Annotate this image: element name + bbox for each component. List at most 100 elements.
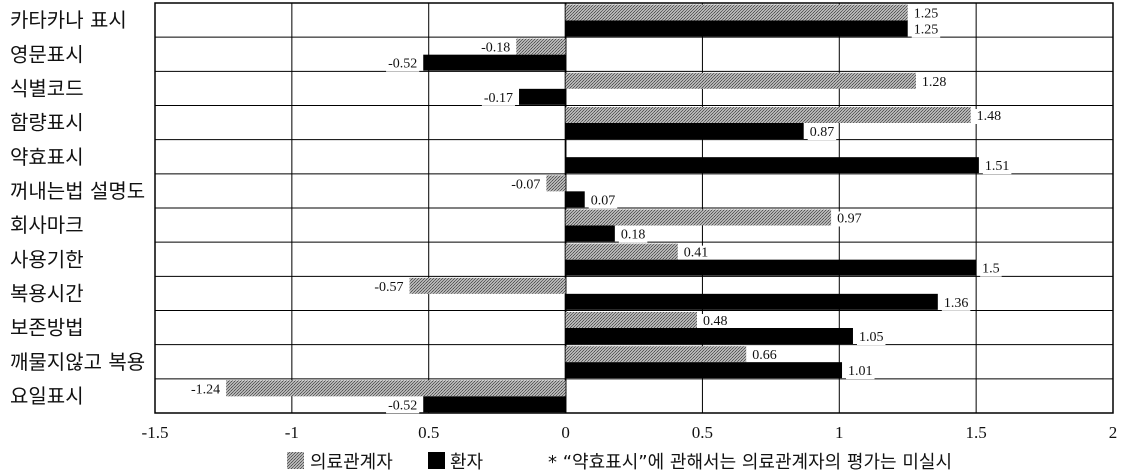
data-label-background [386,398,420,414]
category-label: 요일표시 [10,384,84,408]
category-label: 식별코드 [10,76,84,100]
data-label-background [807,125,837,140]
bar [565,157,979,174]
data-label-background [386,56,420,72]
x-tick-label: 0.5 [418,423,439,442]
data-label-background [681,245,711,261]
bar [423,396,566,413]
category-label: 복용시간 [10,281,84,305]
bar [565,72,916,89]
data-label: 0.87 [810,125,835,140]
data-label-background [588,193,618,209]
category-label: 영문표시 [10,42,84,66]
data-label-background [509,177,543,193]
x-tick-label: -1 [285,423,299,442]
data-label-background [856,330,886,345]
bars: 1.25 -0.18 1.28 1.48 -0.07 0.97 0.41 -0.57 0.48 0… [188,4,1012,414]
data-label: 0.66 [752,348,777,363]
data-label: 0.07 [591,193,616,208]
data-label-background [980,261,1002,277]
data-label: 1.25 [914,7,939,22]
data-label-background [372,279,406,295]
data-label-background [919,74,949,90]
legend-label-series-1: 의료관계자 [310,452,393,473]
x-tick-label: 1.5 [966,423,987,442]
data-label-background [750,348,779,364]
bar [565,225,615,242]
bar [516,38,566,55]
category-label: 깨물지않고 복용 [10,350,145,374]
bar [519,88,566,105]
data-label: 1.28 [922,75,947,90]
bar [565,312,697,328]
bar [226,380,566,397]
bar [423,54,566,71]
data-label-background [700,314,730,329]
category-label: 회사마크 [10,213,84,237]
legend-swatch-series-2 [428,452,445,469]
x-tick-label: 2 [1109,423,1118,442]
category-label: 약효표시 [10,145,84,169]
data-label: -0.18 [481,41,510,56]
data-label-background [941,295,971,311]
data-label: -1.24 [191,382,220,397]
legend: 의료관계자 환자 * “약효표시”에 관해서는 의료관계자의 평가는 미실시 [287,452,952,473]
x-tick-label: 0.5 [692,423,713,442]
data-label-background [479,40,513,56]
data-label-background [974,109,1004,124]
data-label: 1.48 [977,109,1002,124]
data-label: 1.01 [848,364,873,379]
bar [565,243,678,260]
bar [565,107,971,123]
data-label-background [618,227,648,243]
bar [546,175,566,192]
footnote: * “약효표시”에 관해서는 의료관계자의 평가는 미실시 [548,452,952,473]
bar [565,259,977,276]
legend-swatch-series-1 [287,452,304,469]
category-label: 보존방법 [10,316,84,340]
data-label: -0.52 [388,57,417,72]
bar [565,328,853,344]
plot-frame [154,2,1114,414]
data-label-background [911,6,941,22]
data-label: 1.25 [914,23,939,38]
bar [409,277,566,294]
data-label: 1.5 [982,262,1000,277]
data-label: -0.17 [484,91,513,106]
bar [565,123,804,139]
bar [565,346,747,363]
bar [565,4,908,21]
data-label: 1.36 [944,296,969,311]
data-label: 1.05 [859,330,884,345]
category-label: 사용기한 [10,247,84,271]
bar [565,191,585,208]
data-label: 1.51 [985,159,1010,174]
legend-label-series-2: 환자 [450,452,484,473]
bar [565,362,843,379]
x-axis-tick-labels: -1.5 -1 0.5 0 0.5 1 1.5 2 [142,423,1118,442]
data-label: 0.18 [621,228,646,243]
data-label-background [982,159,1012,175]
data-label-background [911,22,941,38]
x-tick-label: -1.5 [142,423,169,442]
data-label-background [188,382,223,398]
x-tick-label: 1 [835,423,844,442]
category-label: 카타카나 표시 [10,8,127,32]
data-label-background [846,364,875,380]
data-label: -0.57 [374,280,403,295]
bar [565,209,832,226]
data-label: 0.48 [703,314,728,329]
x-tick-label: 0 [561,423,570,442]
data-label: -0.52 [388,398,417,413]
bar [565,293,938,310]
data-label-background [481,90,516,106]
data-label: 0.41 [684,246,709,261]
data-label: -0.07 [511,177,540,192]
data-label-background [835,211,864,227]
data-label: 0.97 [837,212,862,227]
category-label: 함량표시 [10,111,84,135]
bar [565,20,908,37]
category-label: 꺼내는법 설명도 [10,179,145,203]
